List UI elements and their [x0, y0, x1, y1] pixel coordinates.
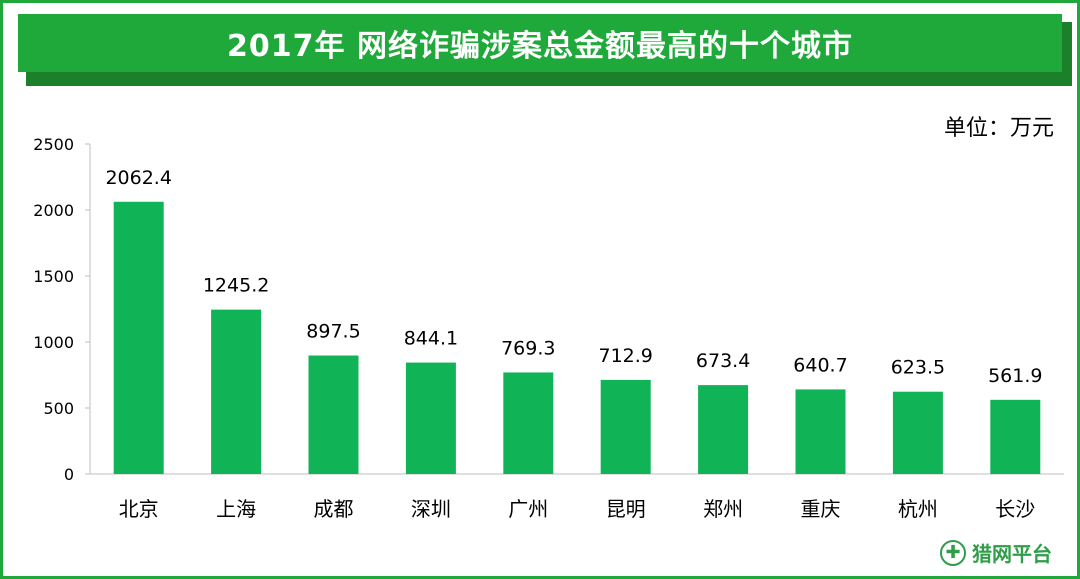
plus-circle-icon: ✚ — [940, 539, 966, 566]
x-tick-label: 北京 — [119, 497, 159, 521]
x-tick-label: 昆明 — [606, 497, 646, 521]
data-label: 561.9 — [988, 365, 1042, 387]
bar-6 — [600, 379, 651, 474]
x-tick-label: 上海 — [216, 497, 256, 521]
y-tick-label: 0 — [64, 465, 74, 484]
x-tick-label: 杭州 — [898, 497, 938, 521]
data-label: 769.3 — [501, 337, 555, 359]
x-tick-label: 深圳 — [411, 497, 451, 521]
data-label: 844.1 — [404, 328, 458, 350]
data-label: 623.5 — [891, 357, 945, 379]
x-tick-label: 重庆 — [801, 497, 841, 521]
bar-4 — [405, 362, 456, 474]
bar-8 — [795, 389, 846, 474]
chart-bars — [113, 201, 1041, 475]
unit-label: 单位：万元 — [943, 116, 1054, 141]
chart-labels: 2062.4 北京 1245.2 上海 897.5 成都 844.1 深圳 769.3 广州 712… — [105, 167, 1042, 521]
data-label: 640.7 — [793, 354, 847, 376]
bar-9 — [892, 391, 943, 474]
chart-title: 2017年 网络诈骗涉案总金额最高的十个城市 — [227, 29, 853, 64]
x-tick-label: 成都 — [314, 497, 354, 521]
y-tick-label: 500 — [43, 399, 74, 418]
watermark-text: 猎网平台 — [972, 542, 1052, 566]
y-tick-label: 1500 — [33, 267, 74, 286]
data-label: 712.9 — [598, 345, 652, 367]
bar-1 — [113, 201, 164, 475]
data-label: 897.5 — [306, 321, 360, 343]
bar-2 — [211, 309, 262, 474]
x-tick-label: 长沙 — [995, 497, 1035, 521]
bar-5 — [503, 372, 554, 474]
bar-3 — [308, 355, 359, 474]
bar-10 — [990, 399, 1041, 474]
x-tick-label: 郑州 — [703, 497, 743, 521]
bar-7 — [698, 385, 749, 474]
y-tick-label: 1000 — [33, 333, 74, 352]
watermark: ✚ 猎网平台 — [940, 538, 1052, 567]
x-tick-label: 广州 — [508, 497, 548, 521]
data-label: 673.4 — [696, 350, 750, 372]
y-tick-label: 2500 — [33, 135, 74, 154]
data-label: 1245.2 — [203, 275, 269, 297]
y-tick-label: 2000 — [33, 201, 74, 220]
title-banner: 2017年 网络诈骗涉案总金额最高的十个城市 — [18, 14, 1062, 72]
data-label: 2062.4 — [105, 167, 171, 189]
